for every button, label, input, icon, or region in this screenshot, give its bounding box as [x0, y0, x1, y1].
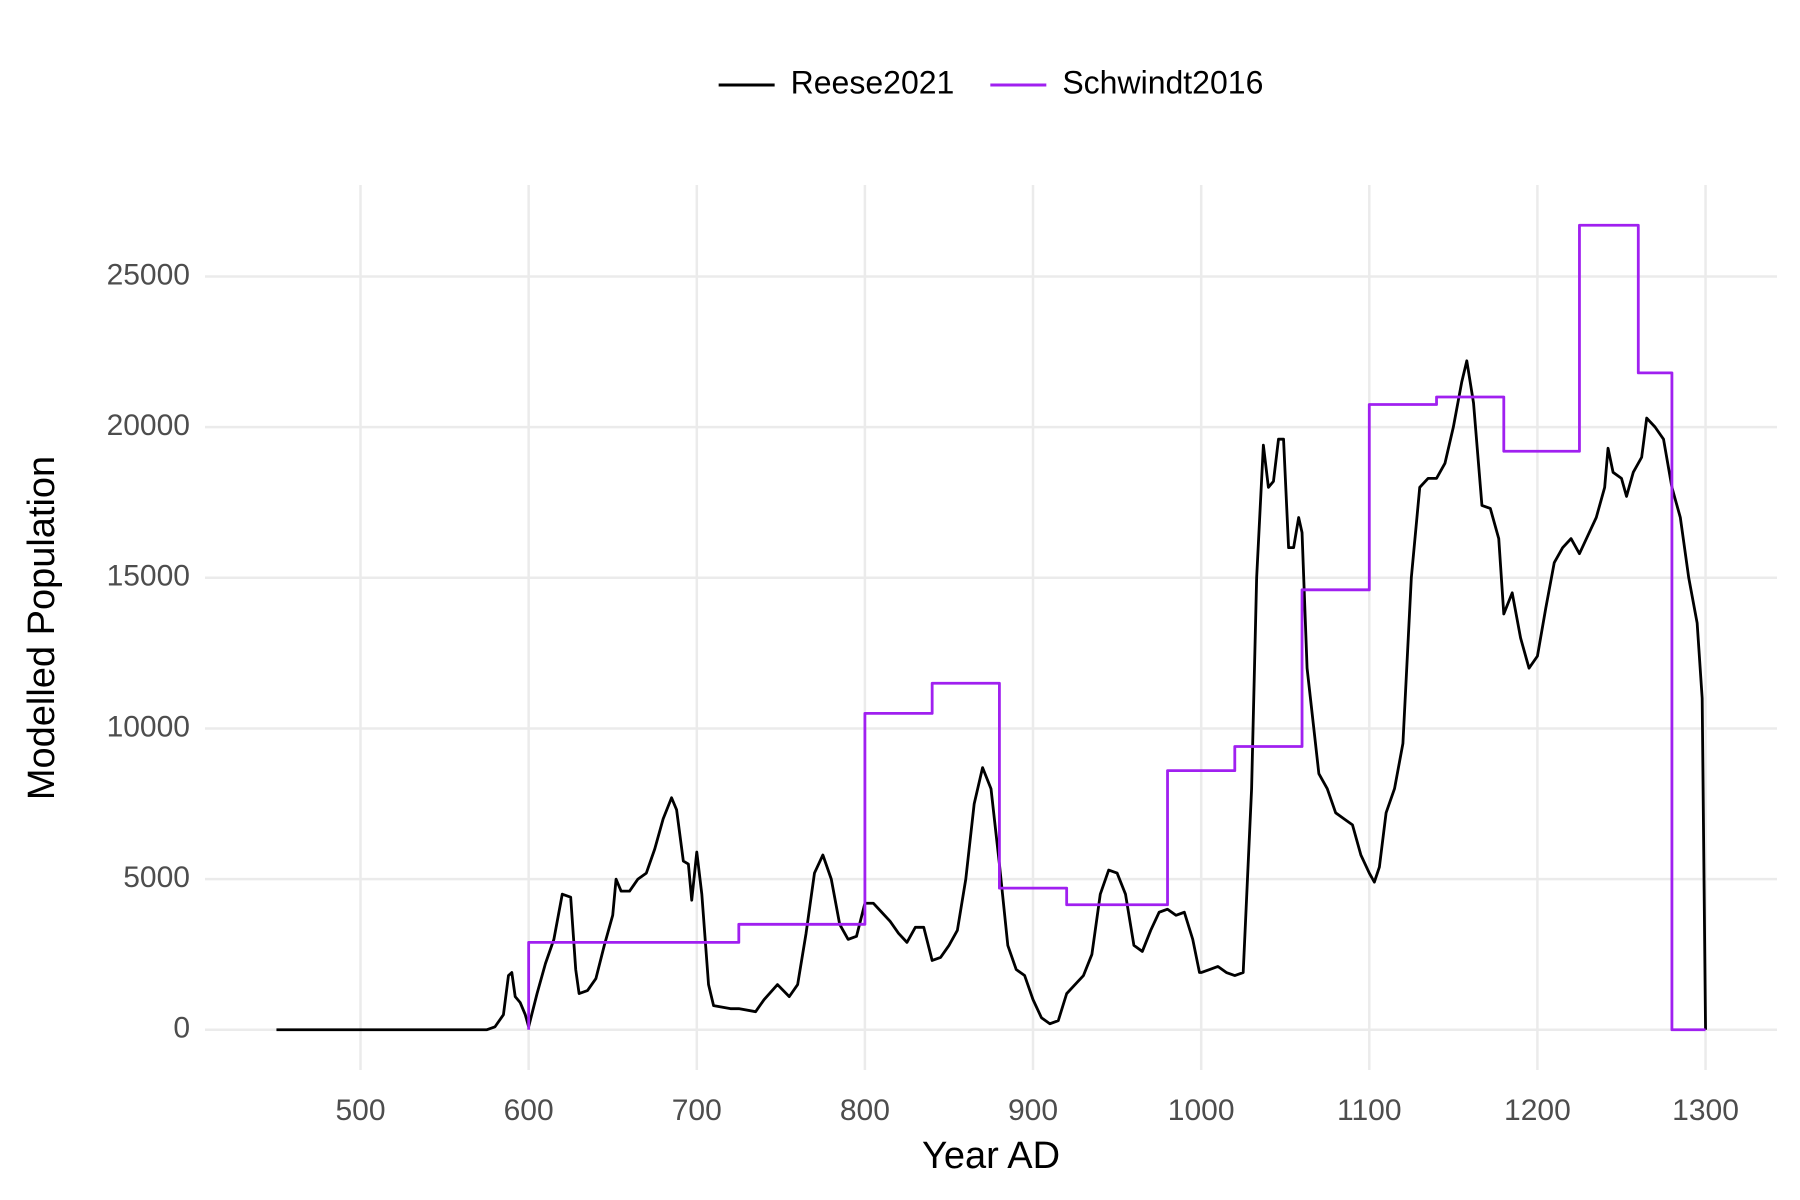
series-line	[276, 359, 1707, 1032]
x-tick-label: 1100	[1337, 1094, 1402, 1127]
legend-label: Schwindt2016	[1062, 64, 1263, 100]
x-tick-label: 1300	[1672, 1094, 1739, 1127]
legend-label: Reese2021	[791, 64, 955, 100]
grid	[205, 185, 1777, 1070]
y-tick-label: 15000	[107, 560, 190, 593]
x-tick-label: 700	[672, 1094, 722, 1127]
series-line	[527, 223, 1706, 1032]
x-tick-label: 1000	[1168, 1094, 1235, 1127]
x-tick-label: 500	[335, 1094, 385, 1127]
x-tick-label: 600	[504, 1094, 554, 1127]
y-axis-title: Modelled Population	[21, 456, 63, 800]
y-tick-label: 20000	[107, 409, 190, 442]
x-tick-label: 900	[1008, 1094, 1058, 1127]
axes: 0 5000 10000 15000 20000 25000 500 600 700 800 900…	[107, 258, 1739, 1127]
legend-item: Schwindt2016	[990, 64, 1263, 100]
plot-lines	[276, 223, 1707, 1032]
legend: Reese2021 Schwindt2016	[718, 64, 1263, 100]
x-tick-label: 1200	[1504, 1094, 1571, 1127]
y-tick-label: 10000	[107, 710, 190, 743]
y-tick-label: 5000	[123, 861, 190, 894]
legend-item: Reese2021	[718, 64, 955, 100]
y-tick-label: 25000	[107, 258, 190, 291]
y-tick-label: 0	[173, 1012, 190, 1045]
x-tick-label: 800	[840, 1094, 890, 1127]
x-axis-title: Year AD	[922, 1135, 1060, 1177]
